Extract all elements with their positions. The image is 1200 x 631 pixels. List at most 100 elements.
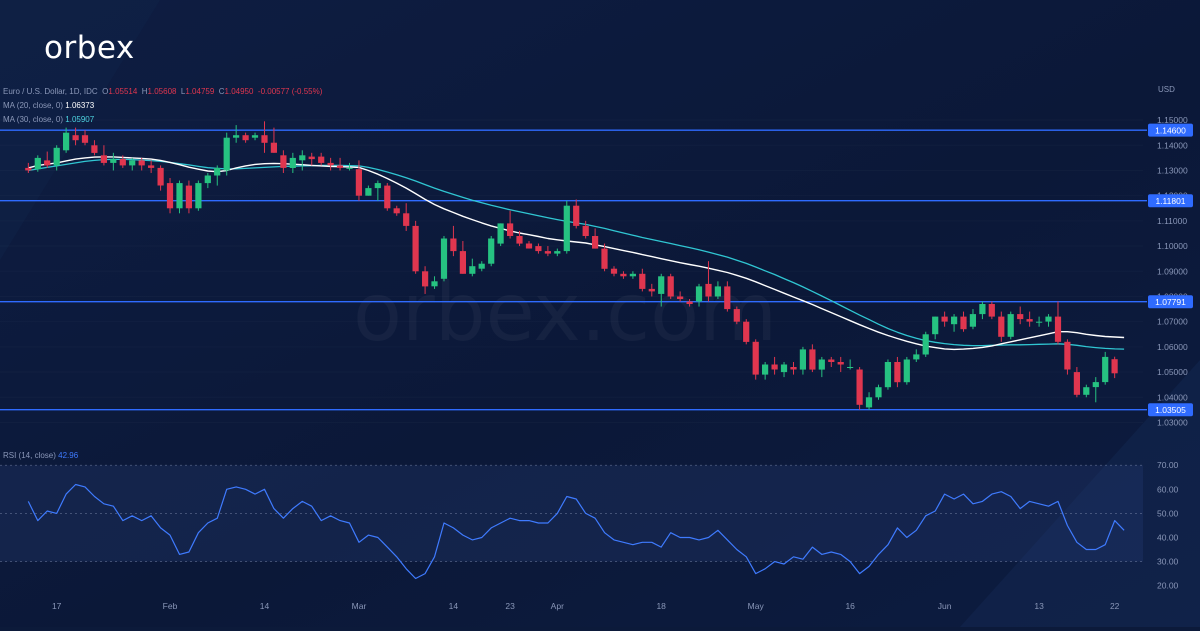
candle-body — [969, 314, 976, 327]
candle — [497, 223, 504, 247]
candle — [648, 283, 655, 297]
candle-body — [214, 167, 221, 176]
level-tag-box — [1148, 123, 1193, 137]
candle-body — [318, 156, 325, 163]
candle — [195, 180, 202, 211]
candle-body — [223, 137, 230, 171]
candle-body — [563, 205, 570, 252]
rsi-path — [27, 483, 1125, 580]
candle — [639, 268, 646, 292]
candlestick-series — [25, 121, 1118, 410]
candle — [176, 180, 183, 214]
candle — [204, 172, 211, 189]
candle — [535, 243, 542, 254]
candle-body — [648, 288, 655, 292]
legend-ma30-value: 1.05907 — [65, 115, 95, 124]
legend-high-value: 1.05608 — [147, 87, 177, 96]
candle — [998, 311, 1005, 342]
candle — [374, 180, 381, 201]
candle-body — [34, 157, 41, 170]
candle-body — [1083, 387, 1090, 395]
candle — [299, 150, 306, 171]
svg-text:orbex.com: orbex.com — [353, 266, 777, 359]
candle — [601, 243, 608, 272]
orbex-logo: orbex — [44, 30, 135, 66]
candle — [677, 291, 684, 302]
level-tag-label: 1.03505 — [1155, 405, 1186, 415]
candle — [157, 165, 164, 191]
candle-body — [166, 183, 174, 209]
candle-body — [752, 341, 759, 375]
candle — [554, 248, 561, 257]
legend-rsi-value: 42.96 — [58, 451, 79, 460]
candle — [478, 261, 485, 272]
candle-body — [195, 183, 202, 209]
legend-symbol-row: Euro / U.S. Dollar, 1D, IDC O1.05514 H1.… — [3, 87, 322, 96]
candle — [780, 361, 788, 378]
candle-body — [554, 251, 561, 254]
candle-body — [771, 364, 778, 370]
candle-body — [299, 155, 306, 161]
candle — [525, 241, 533, 249]
candle-body — [1017, 314, 1024, 320]
candle-body — [828, 359, 835, 362]
candle — [365, 185, 372, 196]
candle-body — [431, 281, 438, 287]
candle-body — [176, 183, 183, 209]
candle-body — [733, 309, 740, 322]
candle — [516, 230, 523, 247]
candle — [856, 367, 863, 410]
candle-body — [894, 362, 901, 383]
price-tick-label: 1.14000 — [1157, 140, 1188, 150]
candle-body — [932, 316, 939, 335]
level-tag: 1.14600 — [1148, 123, 1193, 137]
candle — [261, 121, 268, 153]
rsi-tick-label: 50.00 — [1157, 508, 1179, 518]
candle-body — [242, 135, 249, 141]
candle-body — [233, 135, 240, 138]
candle-body — [110, 159, 117, 163]
candle — [469, 258, 476, 277]
price-tick-label: 1.04000 — [1157, 392, 1188, 402]
candle-body — [837, 362, 844, 365]
candle-body — [289, 157, 296, 168]
candle-body — [72, 135, 79, 141]
candle-body — [450, 238, 457, 252]
candle — [242, 132, 249, 143]
candle — [809, 344, 816, 373]
candle — [431, 276, 438, 289]
candle-body — [724, 286, 731, 310]
level-tag: 1.11801 — [1148, 194, 1193, 208]
candle-body — [544, 251, 551, 254]
candle-body — [516, 236, 523, 244]
candle-body — [280, 155, 287, 168]
price-tick-label: 1.06000 — [1157, 342, 1188, 352]
candle — [865, 392, 873, 410]
candle-body — [100, 155, 107, 163]
candle — [922, 331, 929, 357]
candle — [110, 152, 117, 171]
candle-body — [308, 156, 315, 160]
candle — [969, 309, 976, 330]
candle-body — [998, 316, 1005, 337]
candle — [818, 356, 825, 378]
legend-change: -0.00577 (-0.55%) — [257, 87, 323, 96]
legend-low-label: L — [180, 87, 186, 96]
rsi-axis[interactable]: 70.00 60.00 50.00 40.00 30.00 20.00 — [1157, 460, 1179, 591]
candle-body — [705, 283, 712, 297]
candle — [346, 162, 353, 171]
legend-ma30-label: MA (30, close, 0) — [3, 115, 64, 124]
legend-rsi-label: RSI (14, close) — [3, 451, 56, 460]
candle-body — [63, 132, 70, 151]
candle — [1064, 339, 1071, 375]
candle — [752, 339, 759, 380]
price-tick-label: 1.15000 — [1157, 115, 1188, 125]
candle — [138, 157, 145, 171]
candle — [327, 157, 334, 171]
rsi-line — [27, 483, 1125, 580]
rsi-tick-label: 30.00 — [1157, 557, 1179, 567]
time-axis[interactable]: 17 Feb 14 Mar 14 23 Apr 18 May 16 Jun 13 22 — [52, 601, 1120, 611]
